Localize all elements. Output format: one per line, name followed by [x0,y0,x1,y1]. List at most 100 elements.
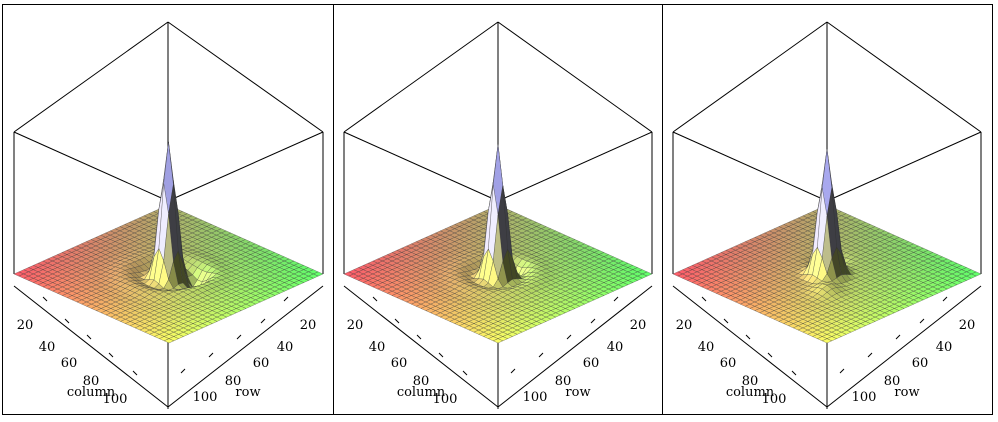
surface-mesh [13,141,324,344]
row-tick [613,296,619,302]
row-tick-label: 20 [630,318,647,333]
column-axis-label: column [67,385,116,400]
row-tick-label: 40 [607,340,624,355]
column-axis-label: column [726,385,775,400]
row-tick-label: 60 [912,356,929,371]
row-tick [839,368,845,374]
box-edge [343,21,499,133]
row-tick-label: 100 [523,390,548,405]
row-axis-label: row [565,385,590,400]
row-tick-label: 80 [884,374,901,389]
row-tick [180,368,186,374]
panel-divider [333,5,334,414]
column-axis-line [13,285,169,408]
box-edge [672,21,828,133]
row-axis-line [167,285,324,408]
row-tick-label: 20 [959,318,976,333]
column-tick [791,370,797,376]
column-tick-label: 60 [391,356,408,371]
column-tick [723,318,729,324]
column-axis-label: column [397,385,446,400]
surface-cell [163,338,175,344]
row-tick-label: 100 [193,390,218,405]
row-tick-label: 80 [555,374,572,389]
row-tick [538,352,544,358]
column-tick-label: 100 [103,392,128,407]
column-tick [394,318,400,324]
row-axis-label: row [894,385,919,400]
column-tick-label: 100 [433,392,458,407]
row-tick [942,296,948,302]
surface-mesh [672,149,982,344]
column-tick-label: 40 [698,340,715,355]
row-tick [895,334,901,340]
box-edge [497,21,653,133]
column-tick [701,296,707,302]
box-edge [497,131,653,202]
surface-plot-1: 20 40 60 80 100 20 40 60 80 100 column row [3,5,333,414]
row-tick-label: 100 [852,390,877,405]
box-edge [672,131,828,202]
row-tick [566,334,572,340]
column-tick [438,352,444,358]
column-tick-label: 60 [720,356,737,371]
column-tick-label: 40 [369,340,386,355]
box-edge [826,131,982,202]
column-tick [745,334,751,340]
surface-cell [821,338,833,344]
row-axis-line [826,285,982,408]
column-tick [64,318,70,324]
column-tick-label: 80 [83,374,100,389]
row-axis-label: row [235,385,260,400]
surface-plot-3: 20 40 60 80 100 20 40 60 80 100 column row [663,5,992,414]
row-tick [260,318,266,324]
row-tick-label: 60 [253,356,270,371]
column-tick [86,334,92,340]
row-tick-label: 40 [277,340,294,355]
column-tick-label: 20 [17,318,34,333]
box-edge [167,21,324,133]
panel-divider [662,5,663,414]
row-tick [283,296,289,302]
row-tick [919,318,925,324]
row-tick [510,368,516,374]
row-tick-label: 60 [583,356,600,371]
surface-mesh [343,144,653,344]
surface-cell [492,338,504,344]
row-tick [867,352,873,358]
column-tick [416,334,422,340]
box-edge [13,21,169,133]
row-tick [590,318,596,324]
box-edge [167,131,324,202]
box-edge [826,21,982,133]
column-tick [108,352,114,358]
column-tick [42,296,48,302]
column-tick-label: 20 [676,318,693,333]
surface-plot-2: 20 40 60 80 100 20 40 60 80 100 column row [334,5,662,414]
column-tick [372,296,378,302]
row-tick [208,352,214,358]
row-tick [236,334,242,340]
figure-frame: 20 40 60 80 100 20 40 60 80 100 column row 20 40 60 80… [2,4,993,415]
column-tick [767,352,773,358]
column-tick-label: 80 [742,374,759,389]
column-tick-label: 60 [61,356,78,371]
column-tick [132,370,138,376]
column-axis-line [672,285,828,408]
row-tick-label: 80 [225,374,242,389]
column-tick-label: 40 [39,340,56,355]
box-edge [13,131,169,202]
row-axis-line [497,285,653,408]
row-tick-label: 40 [936,340,953,355]
column-tick-label: 100 [762,392,787,407]
row-tick-label: 20 [300,318,317,333]
column-tick [462,370,468,376]
column-tick-label: 20 [347,318,364,333]
column-axis-line [343,285,499,408]
box-edge [343,131,499,202]
